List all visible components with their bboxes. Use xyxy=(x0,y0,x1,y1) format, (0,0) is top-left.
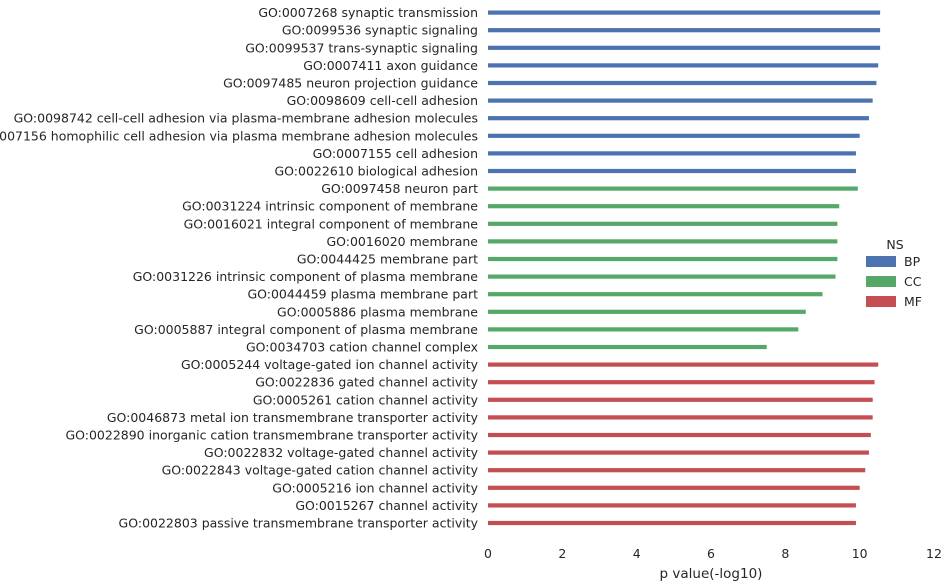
bar-12 xyxy=(488,221,838,226)
bar-25 xyxy=(488,450,869,455)
category-label-6: GO:0098742 cell-cell adhesion via plasma… xyxy=(14,111,478,126)
x-tick-label-5: 10 xyxy=(852,546,868,561)
bar-21 xyxy=(488,380,875,385)
bar-5 xyxy=(488,98,873,103)
category-label-14: GO:0044425 membrane part xyxy=(297,252,478,267)
legend-label-mf: MF xyxy=(904,294,922,309)
bar-17 xyxy=(488,309,806,314)
category-label-0: GO:0007268 synaptic transmission xyxy=(258,5,478,20)
category-label-22: GO:0005261 cation channel activity xyxy=(253,392,479,407)
category-label-7: GO:0007156 homophilic cell adhesion via … xyxy=(0,128,478,143)
legend-label-cc: CC xyxy=(904,274,922,289)
category-label-20: GO:0005244 voltage-gated ion channel act… xyxy=(181,357,479,372)
legend-swatch-bp xyxy=(866,256,896,267)
bar-23 xyxy=(488,415,873,420)
category-label-15: GO:0031226 intrinsic component of plasma… xyxy=(133,269,479,284)
bar-3 xyxy=(488,63,879,68)
x-tick-label-4: 8 xyxy=(781,546,789,561)
category-label-5: GO:0098609 cell-cell adhesion xyxy=(287,93,478,108)
legend-label-bp: BP xyxy=(904,254,921,269)
bars-layer xyxy=(488,10,881,526)
bar-0 xyxy=(488,10,881,15)
bar-28 xyxy=(488,503,856,508)
category-label-16: GO:0044459 plasma membrane part xyxy=(247,287,478,302)
x-tick-label-0: 0 xyxy=(484,546,492,561)
category-label-19: GO:0034703 cation channel complex xyxy=(246,340,478,355)
bar-6 xyxy=(488,116,869,121)
bar-1 xyxy=(488,28,881,33)
legend-swatch-mf xyxy=(866,296,896,307)
category-label-4: GO:0097485 neuron projection guidance xyxy=(223,76,478,91)
bar-22 xyxy=(488,397,873,402)
category-label-13: GO:0016020 membrane xyxy=(326,234,478,249)
category-label-3: GO:0007411 axon guidance xyxy=(303,58,478,73)
bar-27 xyxy=(488,485,860,490)
bar-2 xyxy=(488,45,881,50)
bar-18 xyxy=(488,327,799,332)
category-label-10: GO:0097458 neuron part xyxy=(321,181,478,196)
x-tick-label-1: 2 xyxy=(558,546,566,561)
category-label-24: GO:0022890 inorganic cation transmembran… xyxy=(65,428,478,443)
category-label-23: GO:0046873 metal ion transmembrane trans… xyxy=(107,410,479,425)
x-tick-label-3: 6 xyxy=(707,546,715,561)
bar-10 xyxy=(488,186,858,191)
category-label-26: GO:0022843 voltage-gated cation channel … xyxy=(162,463,479,478)
bar-11 xyxy=(488,204,840,209)
category-label-28: GO:0015267 channel activity xyxy=(295,498,478,513)
category-label-29: GO:0022803 passive transmembrane transpo… xyxy=(119,516,479,531)
x-tick-label-2: 4 xyxy=(633,546,641,561)
legend: NS BP CC MF xyxy=(866,237,922,309)
bar-4 xyxy=(488,80,877,86)
category-label-21: GO:0022836 gated channel activity xyxy=(255,375,478,390)
x-axis-ticks: 0 2 4 6 8 10 12 xyxy=(484,546,942,561)
category-label-17: GO:0005886 plasma membrane xyxy=(277,304,478,319)
bar-24 xyxy=(488,432,871,438)
category-label-8: GO:0007155 cell adhesion xyxy=(313,146,478,161)
category-label-27: GO:0005216 ion channel activity xyxy=(272,480,478,495)
bar-13 xyxy=(488,239,838,244)
bar-16 xyxy=(488,292,823,297)
bar-9 xyxy=(488,168,856,174)
category-label-11: GO:0031224 intrinsic component of membra… xyxy=(182,199,478,214)
category-label-25: GO:0022832 voltage-gated channel activit… xyxy=(204,445,479,460)
legend-title: NS xyxy=(886,237,903,252)
bar-19 xyxy=(488,344,767,350)
category-labels: GO:0007268 synaptic transmission GO:00995… xyxy=(0,5,479,530)
category-label-18: GO:0005887 integral component of plasma … xyxy=(134,322,478,337)
x-axis-label: p value(-log10) xyxy=(660,566,763,582)
category-label-2: GO:0099537 trans-synaptic signaling xyxy=(245,40,478,55)
bar-26 xyxy=(488,468,866,473)
x-tick-label-6: 12 xyxy=(926,546,942,561)
legend-swatch-cc xyxy=(866,276,896,287)
category-label-1: GO:0099536 synaptic signaling xyxy=(282,23,478,38)
category-label-9: GO:0022610 biological adhesion xyxy=(275,164,479,179)
bar-20 xyxy=(488,362,879,367)
bar-8 xyxy=(488,151,856,156)
bar-14 xyxy=(488,256,838,262)
bar-15 xyxy=(488,274,836,279)
bar-29 xyxy=(488,520,856,526)
category-label-12: GO:0016021 integral component of membran… xyxy=(184,216,479,231)
bar-7 xyxy=(488,133,860,138)
